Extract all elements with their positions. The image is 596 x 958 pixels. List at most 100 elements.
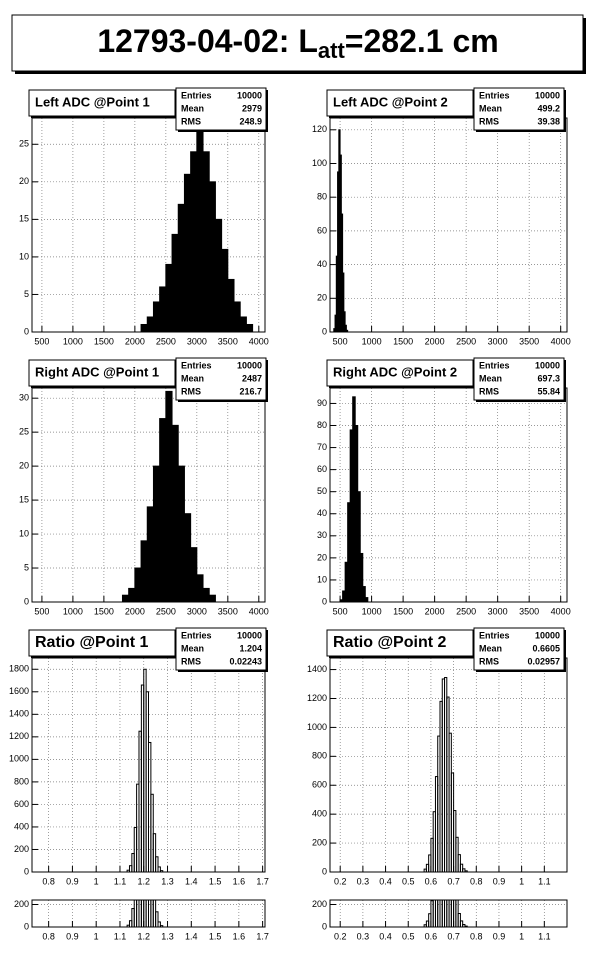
title-box	[326, 89, 474, 117]
plot-frame	[31, 899, 266, 928]
x-tick-label: 3000	[488, 606, 508, 616]
stats-value: 216.7	[239, 386, 262, 396]
stats-value: 10000	[237, 360, 262, 370]
y-tick-label: 20	[317, 293, 327, 303]
stats-box	[473, 627, 565, 671]
y-tick-label: 10	[317, 574, 327, 584]
y-tick-label: 1000	[9, 754, 29, 764]
x-tick-label: 0.4	[379, 876, 392, 886]
histogram-bin	[214, 218, 223, 332]
stats-value: 10000	[237, 630, 262, 640]
y-tick-label: 600	[312, 780, 327, 790]
x-tick-label: 1.1	[114, 876, 127, 886]
histogram-bin	[150, 793, 154, 872]
x-tick-label: 500	[34, 336, 49, 346]
x-tick-label: 0.3	[357, 876, 370, 886]
y-tick-label: 30	[317, 530, 327, 540]
histogram-bin	[159, 870, 164, 872]
histogram-bin	[362, 586, 366, 602]
histogram-bin	[227, 278, 235, 332]
x-tick-label: 1.2	[137, 931, 150, 941]
stats-label: Entries	[181, 360, 212, 370]
stats-label: Mean	[479, 103, 502, 113]
stats-label: Mean	[181, 103, 204, 113]
histogram-bin	[121, 594, 130, 602]
x-tick-label: 3500	[218, 606, 238, 616]
x-tick-label: 0.2	[334, 876, 347, 886]
panel-title: Left ADC @Point 2	[333, 94, 448, 109]
y-tick-label: 10	[19, 251, 29, 261]
x-tick-label: 1500	[393, 606, 413, 616]
y-tick-label: 40	[317, 508, 327, 518]
y-tick-label: 200	[14, 844, 29, 854]
y-tick-label: 25	[19, 427, 29, 437]
stats-label: Mean	[479, 373, 502, 383]
histogram-bin	[196, 574, 204, 602]
x-tick-label: 0.4	[379, 931, 392, 941]
stats-value: 0.02243	[229, 656, 262, 666]
x-tick-label: 0.5	[402, 876, 415, 886]
x-tick-label: 3000	[488, 336, 508, 346]
x-tick-label: 1	[94, 931, 99, 941]
x-tick-label: 0.5	[402, 931, 415, 941]
histogram-bin	[157, 921, 161, 927]
x-tick-label: 2500	[156, 336, 176, 346]
histogram-bin	[146, 316, 154, 332]
title-box	[28, 629, 176, 657]
x-tick-label: 2500	[156, 606, 176, 616]
stats-label: Entries	[181, 630, 212, 640]
histogram-bin	[202, 587, 210, 602]
histogram-bin	[157, 866, 161, 872]
histogram-bin	[152, 465, 161, 602]
histogram-bin	[146, 506, 154, 602]
histogram-bin	[152, 900, 157, 927]
stats-box	[473, 357, 565, 401]
histogram-bin	[357, 491, 361, 602]
y-tick-label: 30	[19, 393, 29, 403]
x-tick-label: 1000	[63, 606, 83, 616]
y-tick-label: 600	[14, 799, 29, 809]
x-tick-label: 2000	[125, 606, 145, 616]
x-tick-label: 500	[333, 336, 348, 346]
y-tick-label: 0	[24, 596, 29, 606]
plot-frame	[329, 899, 568, 928]
y-tick-label: 60	[317, 225, 327, 235]
stats-label: Mean	[479, 643, 502, 653]
histogram-bin	[345, 329, 349, 332]
y-tick-label: 1600	[9, 686, 29, 696]
x-tick-label: 500	[333, 606, 348, 616]
y-tick-label: 1800	[9, 664, 29, 674]
x-tick-label: 1.4	[185, 931, 198, 941]
stats-label: Mean	[181, 643, 204, 653]
y-tick-label: 10	[19, 528, 29, 538]
histogram-bin	[165, 263, 173, 332]
histogram-bin	[171, 233, 179, 332]
stats-value: 10000	[535, 630, 560, 640]
stats-label: RMS	[479, 656, 499, 666]
y-tick-label: 50	[317, 486, 327, 496]
x-tick-label: 0.6	[425, 931, 438, 941]
y-tick-label: 15	[19, 214, 29, 224]
x-tick-label: 2000	[425, 336, 445, 346]
histogram-bin	[177, 203, 185, 332]
histogram-bin	[159, 925, 164, 927]
histogram-bin	[344, 324, 347, 332]
histogram-bin	[177, 465, 185, 602]
x-tick-label: 0.6	[425, 876, 438, 886]
x-tick-label: 0.2	[334, 931, 347, 941]
title-box	[28, 359, 176, 387]
x-tick-label: 1.6	[233, 931, 246, 941]
x-tick-label: 0.8	[470, 876, 483, 886]
histogram-bin	[221, 248, 229, 332]
stats-value: 248.9	[239, 116, 262, 126]
x-tick-label: 3500	[519, 336, 539, 346]
x-tick-label: 0.9	[66, 931, 79, 941]
histogram-bin	[457, 913, 461, 927]
y-tick-label: 100	[312, 158, 327, 168]
x-tick-label: 1	[519, 876, 524, 886]
panel-title: Ratio @Point 2	[333, 634, 446, 651]
y-tick-label: 70	[317, 442, 327, 452]
x-tick-label: 2000	[125, 336, 145, 346]
x-tick-label: 0.9	[493, 876, 506, 886]
